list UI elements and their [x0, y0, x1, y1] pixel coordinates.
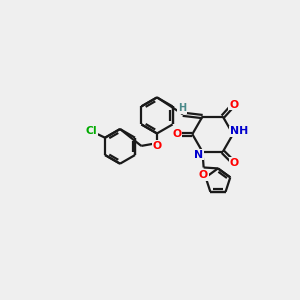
- Text: O: O: [230, 158, 239, 168]
- Text: Cl: Cl: [85, 126, 97, 136]
- Text: O: O: [172, 129, 182, 139]
- Text: O: O: [199, 170, 208, 180]
- Text: H: H: [178, 103, 186, 113]
- Text: O: O: [229, 100, 239, 110]
- Text: N: N: [194, 150, 204, 160]
- Text: O: O: [152, 141, 161, 151]
- Text: NH: NH: [230, 126, 249, 136]
